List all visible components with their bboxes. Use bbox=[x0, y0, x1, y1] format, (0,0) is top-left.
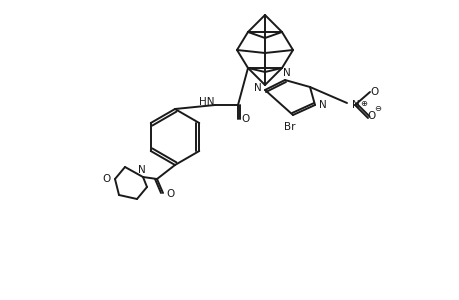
Text: Br: Br bbox=[284, 122, 295, 132]
Text: N: N bbox=[138, 165, 146, 175]
Text: ⊖: ⊖ bbox=[374, 103, 381, 112]
Text: ⊕: ⊕ bbox=[360, 98, 367, 107]
Text: N: N bbox=[351, 100, 359, 110]
Text: O: O bbox=[167, 189, 175, 199]
Text: HN: HN bbox=[199, 97, 214, 107]
Text: O: O bbox=[103, 174, 111, 184]
Text: O: O bbox=[370, 87, 378, 97]
Text: N: N bbox=[282, 68, 290, 78]
Text: N: N bbox=[319, 100, 326, 110]
Text: O: O bbox=[367, 111, 375, 121]
Text: N: N bbox=[253, 83, 261, 93]
Text: O: O bbox=[241, 114, 250, 124]
